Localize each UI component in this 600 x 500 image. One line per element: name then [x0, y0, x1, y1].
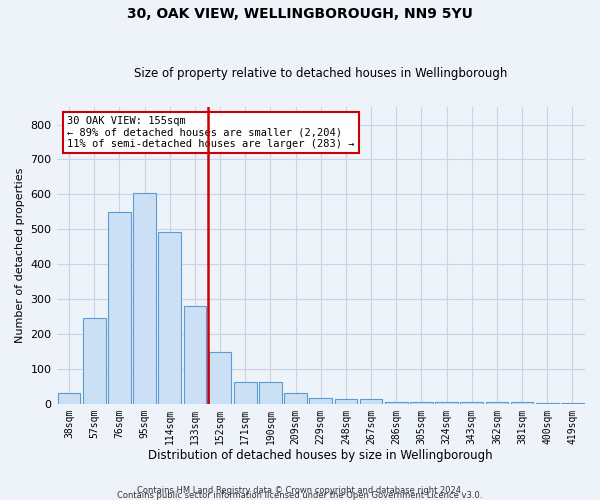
Text: 30 OAK VIEW: 155sqm
← 89% of detached houses are smaller (2,204)
11% of semi-det: 30 OAK VIEW: 155sqm ← 89% of detached ho…	[67, 116, 355, 149]
Bar	[511, 402, 533, 404]
Bar	[335, 399, 357, 404]
Bar	[460, 402, 483, 404]
Bar	[83, 318, 106, 404]
Bar	[310, 398, 332, 404]
Bar	[108, 212, 131, 404]
Bar	[360, 400, 382, 404]
Bar	[385, 402, 407, 404]
Bar	[209, 352, 232, 404]
Bar	[133, 192, 156, 404]
Y-axis label: Number of detached properties: Number of detached properties	[15, 168, 25, 343]
Bar	[259, 382, 282, 404]
Bar	[158, 232, 181, 404]
Bar	[435, 402, 458, 404]
Bar	[485, 402, 508, 404]
Bar	[410, 402, 433, 404]
Bar	[184, 306, 206, 404]
X-axis label: Distribution of detached houses by size in Wellingborough: Distribution of detached houses by size …	[148, 450, 493, 462]
Text: Contains HM Land Registry data © Crown copyright and database right 2024.: Contains HM Land Registry data © Crown c…	[137, 486, 463, 495]
Bar	[284, 394, 307, 404]
Bar	[58, 392, 80, 404]
Bar	[561, 403, 584, 404]
Text: 30, OAK VIEW, WELLINGBOROUGH, NN9 5YU: 30, OAK VIEW, WELLINGBOROUGH, NN9 5YU	[127, 8, 473, 22]
Title: Size of property relative to detached houses in Wellingborough: Size of property relative to detached ho…	[134, 66, 508, 80]
Text: Contains public sector information licensed under the Open Government Licence v3: Contains public sector information licen…	[118, 491, 482, 500]
Bar	[234, 382, 257, 404]
